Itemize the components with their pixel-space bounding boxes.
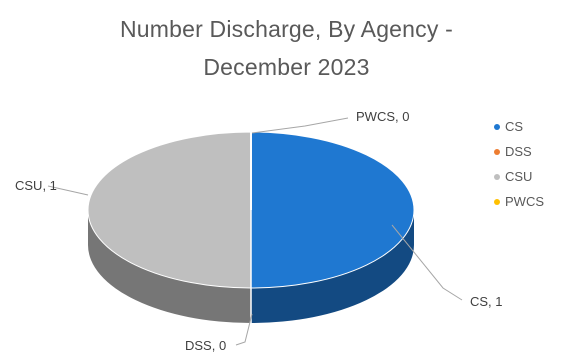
data-label-csu: CSU, 1 <box>15 178 57 193</box>
legend-label-dss: DSS <box>505 144 532 159</box>
leader-line-dss <box>235 313 253 346</box>
chart-title-line-2: December 2023 <box>203 54 370 80</box>
legend-marker-cs <box>494 124 500 130</box>
leader-line-pwcs <box>251 117 349 134</box>
chart-title-line-1: Number Discharge, By Agency - <box>119 16 454 42</box>
leader-line-csu <box>47 185 89 196</box>
data-label-pwcs: PWCS, 0 <box>356 109 409 124</box>
legend-marker-dss <box>494 149 500 155</box>
data-label-dss: DSS, 0 <box>185 338 226 353</box>
pie-slice-cs <box>250 131 415 289</box>
legend-marker-csu <box>494 174 500 180</box>
pie-side-csu <box>88 210 251 323</box>
pie-side-cs <box>251 210 414 323</box>
legend-label-cs: CS <box>505 119 523 134</box>
legend-label-pwcs: PWCS <box>505 194 544 209</box>
legend-label-csu: CSU <box>505 169 532 184</box>
pie-slice-csu <box>87 131 252 289</box>
leader-line-cs <box>391 224 463 301</box>
data-label-cs: CS, 1 <box>470 294 503 309</box>
legend-marker-pwcs <box>494 199 500 205</box>
